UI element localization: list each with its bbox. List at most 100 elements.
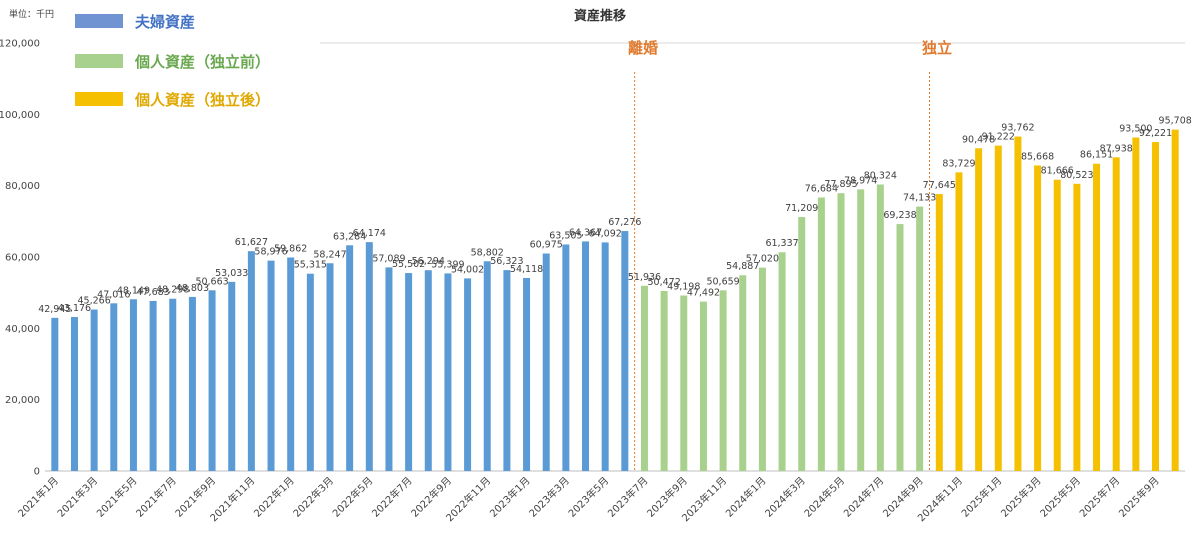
- bar: [70, 317, 78, 471]
- bar: [149, 300, 157, 471]
- data-label: 64,092: [589, 228, 622, 239]
- data-label: 48,803: [176, 283, 209, 294]
- data-label: 61,337: [765, 238, 798, 249]
- data-label: 54,002: [451, 264, 484, 275]
- bar: [994, 145, 1002, 471]
- data-label: 58,802: [471, 247, 504, 258]
- bar: [660, 290, 668, 471]
- data-label: 58,247: [313, 249, 346, 260]
- data-label: 56,294: [412, 256, 445, 267]
- x-tick-label: 2023年5月: [565, 474, 611, 520]
- data-label: 77,895: [824, 179, 857, 190]
- bar: [267, 260, 275, 471]
- bar: [110, 303, 118, 471]
- bar: [326, 263, 334, 471]
- data-label: 60,975: [530, 240, 563, 251]
- bar: [680, 295, 688, 471]
- data-label: 64,174: [353, 228, 386, 239]
- data-label: 48,298: [156, 285, 189, 296]
- data-label: 81,666: [1041, 166, 1074, 177]
- bar: [935, 194, 943, 471]
- data-label: 69,238: [883, 210, 916, 221]
- bar: [1073, 183, 1081, 471]
- bar: [719, 290, 727, 471]
- legend-swatch-before: [75, 54, 123, 68]
- bar: [778, 252, 786, 471]
- data-label: 83,729: [942, 158, 975, 169]
- bar: [542, 253, 550, 471]
- data-label: 51,936: [628, 272, 661, 283]
- data-label: 50,663: [195, 276, 228, 287]
- bar: [798, 217, 806, 471]
- data-label: 55,315: [294, 260, 327, 271]
- x-tick-label: 2021年3月: [54, 474, 100, 520]
- x-tick-label: 2025年9月: [1116, 474, 1162, 520]
- x-tick-label: 2024年7月: [841, 474, 887, 520]
- data-label: 59,862: [274, 243, 307, 254]
- unit-label: 単位：千円: [9, 8, 54, 20]
- y-tick-label: 60,000: [5, 253, 40, 264]
- bar: [621, 231, 629, 471]
- x-tick-label: 2024年5月: [801, 474, 847, 520]
- legend-swatch-couple: [75, 14, 123, 28]
- bar: [385, 267, 393, 471]
- bar: [817, 197, 825, 472]
- data-label: 91,222: [982, 132, 1015, 143]
- annotation-divorce: 離婚: [628, 39, 658, 57]
- chart-title: 資産推移: [574, 8, 626, 24]
- data-label: 74,133: [903, 193, 936, 204]
- bar: [129, 299, 137, 471]
- x-tick-label: 2024年1月: [723, 474, 769, 520]
- data-label: 61,627: [235, 237, 268, 248]
- bar: [582, 241, 590, 471]
- legend-label-couple: 夫婦資産: [135, 13, 195, 31]
- data-label: 58,976: [254, 247, 287, 258]
- bar: [90, 309, 98, 471]
- bar: [169, 298, 177, 471]
- data-label: 95,708: [1159, 116, 1192, 127]
- x-tick-label: 2021年7月: [133, 474, 179, 520]
- data-label: 54,887: [726, 261, 759, 272]
- data-label: 93,500: [1119, 124, 1152, 135]
- bar: [837, 193, 845, 471]
- data-label: 78,974: [844, 175, 877, 186]
- bar: [346, 245, 354, 471]
- bar: [758, 267, 766, 471]
- bar: [1132, 137, 1140, 471]
- data-label: 76,684: [805, 183, 838, 194]
- bar: [365, 242, 373, 471]
- x-tick-label: 2025年7月: [1076, 474, 1122, 520]
- data-label: 43,176: [58, 303, 91, 314]
- data-label: 87,938: [1100, 143, 1133, 154]
- data-label: 55,502: [392, 259, 425, 270]
- legend-label-before: 個人資産（独立前）: [134, 53, 270, 71]
- x-tick-label: 2022年7月: [369, 474, 415, 520]
- bar: [208, 290, 216, 471]
- bar: [483, 261, 491, 471]
- bar: [503, 270, 511, 471]
- bar: [306, 273, 314, 471]
- y-tick-label: 80,000: [5, 181, 40, 192]
- data-label: 50,472: [648, 277, 681, 288]
- data-label: 50,659: [706, 276, 739, 287]
- data-label: 93,762: [1001, 123, 1034, 134]
- annotation-independence: 独立: [922, 39, 952, 57]
- bar: [857, 189, 865, 472]
- bar: [1093, 163, 1101, 472]
- data-label: 57,089: [372, 253, 405, 264]
- data-label: 80,324: [864, 171, 897, 182]
- bar: [975, 148, 983, 471]
- data-label: 53,033: [215, 268, 248, 279]
- bar: [955, 172, 963, 471]
- data-label: 67,276: [608, 217, 641, 228]
- bar: [699, 301, 707, 471]
- bar: [601, 242, 609, 471]
- legend-swatch-after: [75, 92, 123, 106]
- data-label: 57,020: [746, 254, 779, 265]
- bar: [640, 285, 648, 471]
- data-label: 42,945: [38, 304, 71, 315]
- data-label: 47,016: [97, 289, 130, 300]
- bar: [247, 251, 255, 471]
- y-tick-label: 120,000: [0, 39, 40, 50]
